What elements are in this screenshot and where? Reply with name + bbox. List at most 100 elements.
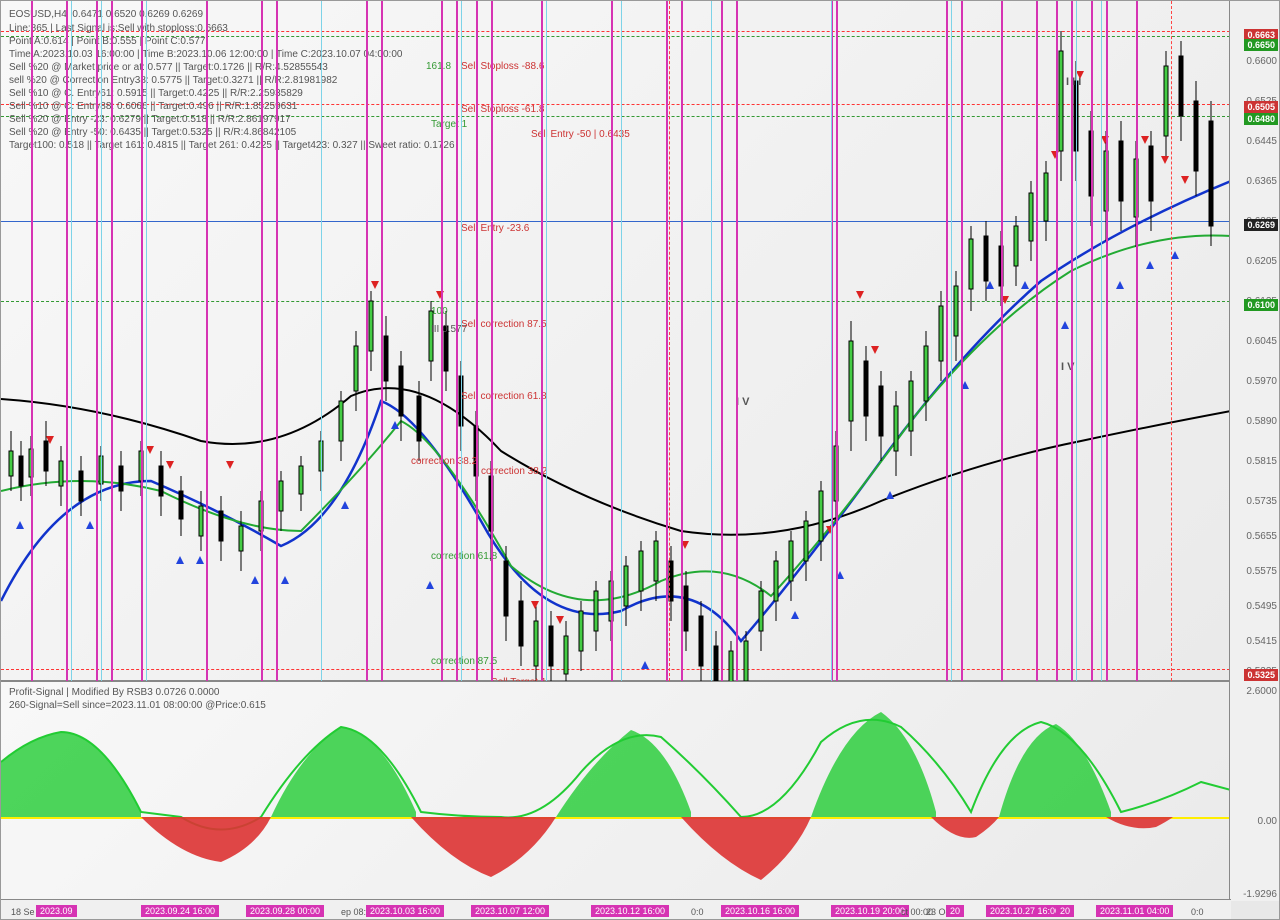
price-tick: 0.5575 xyxy=(1246,566,1277,577)
times-info: Time A:2023.10.03 16:00:00 | Time B:2023… xyxy=(9,49,402,60)
price-tick: 0.5655 xyxy=(1246,531,1277,542)
fib-label: correction 38.2 xyxy=(411,456,477,467)
sell-arrow-icon xyxy=(1076,71,1084,79)
price-tick: 0.6365 xyxy=(1246,176,1277,187)
price-tick: 0.6205 xyxy=(1246,256,1277,267)
price-tick: 0.6445 xyxy=(1246,136,1277,147)
sell-arrow-icon xyxy=(146,446,154,454)
fib-label: Sell Stoploss -88.6 xyxy=(461,61,544,72)
buy-arrow-icon xyxy=(986,281,994,289)
sell10-c2: Sell %10 @ C. Entry88: 0.6066 || Target:… xyxy=(9,101,297,112)
sell-arrow-icon xyxy=(166,461,174,469)
fib-label: correction 61.8 xyxy=(431,551,497,562)
price-tick: 0.5815 xyxy=(1246,456,1277,467)
price-label-box: 0.6480 xyxy=(1244,113,1278,125)
sell20-corr: sell %20 @ Correction Entry38: 0.5775 ||… xyxy=(9,75,337,86)
price-tick: 0.5415 xyxy=(1246,636,1277,647)
fib-label: 100 xyxy=(431,306,448,317)
elliott-wave-label: I V xyxy=(1061,361,1074,373)
sell20-entry50: Sell %20 @ Entry -50: 0.6435 || Target:0… xyxy=(9,127,296,138)
buy-arrow-icon xyxy=(16,521,24,529)
price-tick: 0.5890 xyxy=(1246,416,1277,427)
time-label: 0:0 xyxy=(1191,907,1204,917)
fib-label: correction 87.5 xyxy=(431,656,497,667)
buy-arrow-icon xyxy=(1146,261,1154,269)
fib-label: Sell Entry -50 | 0.6435 xyxy=(531,129,630,140)
sell-arrow-icon xyxy=(226,461,234,469)
sell-arrow-icon xyxy=(1181,176,1189,184)
targets-info: Target100: 0.518 || Target 161: 0.4815 |… xyxy=(9,140,455,151)
sell-arrow-icon xyxy=(1101,136,1109,144)
points-info: Point A:0.614 | Point B:0.555 | Point C:… xyxy=(9,36,205,47)
indicator-chart[interactable]: Profit-Signal | Modified By RSB3 0.0726 … xyxy=(1,681,1231,901)
sell-arrow-icon xyxy=(1161,156,1169,164)
price-label-box: 0.6269 xyxy=(1244,219,1278,231)
main-price-chart[interactable]: EOSUSD,H4 0.6471 0.6520 0.6269 0.6269 Li… xyxy=(1,1,1231,681)
sell-arrow-icon xyxy=(531,601,539,609)
indicator-tick: 0.00 xyxy=(1258,816,1277,827)
sell-arrow-icon xyxy=(856,291,864,299)
time-label: 2023.10.27 16:00 xyxy=(986,905,1064,917)
sell-arrow-icon xyxy=(371,281,379,289)
fib-label: Sell Stoploss -61.8 xyxy=(461,104,544,115)
time-label: 20 xyxy=(1056,905,1074,917)
fib-label: 161.8 xyxy=(426,61,451,72)
buy-arrow-icon xyxy=(791,611,799,619)
price-tick: 0.5735 xyxy=(1246,496,1277,507)
chart-container: MARKETS xyxy=(0,0,1280,920)
indicator-axis: 2.6000 0.00 -1.9296 xyxy=(1229,681,1279,901)
sell-arrow-icon xyxy=(1051,151,1059,159)
price-tick: 0.5970 xyxy=(1246,376,1277,387)
time-label: ep 08: xyxy=(341,907,366,917)
buy-arrow-icon xyxy=(281,576,289,584)
sell-arrow-icon xyxy=(681,541,689,549)
buy-arrow-icon xyxy=(1116,281,1124,289)
sell20-market: Sell %20 @ Market price or at: 0.577 || … xyxy=(9,62,328,73)
sell-arrow-icon xyxy=(1001,296,1009,304)
indicator-tick: -1.9296 xyxy=(1243,889,1277,900)
time-label: 2023.11.01 04:00 xyxy=(1096,905,1173,917)
time-label: 2023.09.24 16:00 xyxy=(141,905,219,917)
buy-arrow-icon xyxy=(1021,281,1029,289)
buy-arrow-icon xyxy=(391,421,399,429)
elliott-wave-label: I V xyxy=(736,396,749,408)
sell-arrow-icon xyxy=(1141,136,1149,144)
oscillator xyxy=(1,682,1231,902)
price-label-box: 0.6650 xyxy=(1244,39,1278,51)
buy-arrow-icon xyxy=(176,556,184,564)
time-axis: 18 Se2023.092023.09.24 16:002023.09.28 0… xyxy=(1,899,1231,919)
buy-arrow-icon xyxy=(886,491,894,499)
sell-arrow-icon xyxy=(46,436,54,444)
sell-arrow-icon xyxy=(556,616,564,624)
buy-arrow-icon xyxy=(1061,321,1069,329)
time-label: 2023.09 xyxy=(36,905,77,917)
time-label: 2023.10.19 20:00 xyxy=(831,905,909,917)
time-label: 0:0 xyxy=(691,907,704,917)
time-label: 2023.10.16 16:00 xyxy=(721,905,799,917)
fib-label: Sell correction 61.8 xyxy=(461,391,547,402)
time-label: 2023.10.03 16:00 xyxy=(366,905,444,917)
buy-arrow-icon xyxy=(961,381,969,389)
fib-label: correction 38.2 xyxy=(481,466,547,477)
sell-arrow-icon xyxy=(826,526,834,534)
price-tick: 0.5495 xyxy=(1246,601,1277,612)
buy-arrow-icon xyxy=(1171,251,1179,259)
buy-arrow-icon xyxy=(341,501,349,509)
price-axis: 0.66000.65250.64450.63650.62850.62050.61… xyxy=(1229,1,1279,681)
sell20-entry23: Sell %20 @ Entry -23: 0.6279 || Target:0… xyxy=(9,114,291,125)
price-label-box: 0.5325 xyxy=(1244,669,1278,681)
time-label: 20 xyxy=(946,905,964,917)
price-tick: 0.6045 xyxy=(1246,336,1277,347)
price-label-box: 0.6100 xyxy=(1244,299,1278,311)
buy-arrow-icon xyxy=(86,521,94,529)
fib-label: Target 1 xyxy=(431,119,467,130)
buy-arrow-icon xyxy=(251,576,259,584)
line-info: Line:865 | Last Signal is:Sell with stop… xyxy=(9,23,228,34)
price-tick: 0.6600 xyxy=(1246,56,1277,67)
buy-arrow-icon xyxy=(426,581,434,589)
fib-label: Sell correction 87.5 xyxy=(461,319,547,330)
time-label: 2023.09.28 00:00 xyxy=(246,905,324,917)
sell10-c1: Sell %10 @ C. Entry61: 0.5915 || Target:… xyxy=(9,88,303,99)
symbol-header: EOSUSD,H4 0.6471 0.6520 0.6269 0.6269 xyxy=(9,9,203,20)
indicator-tick: 2.6000 xyxy=(1246,686,1277,697)
